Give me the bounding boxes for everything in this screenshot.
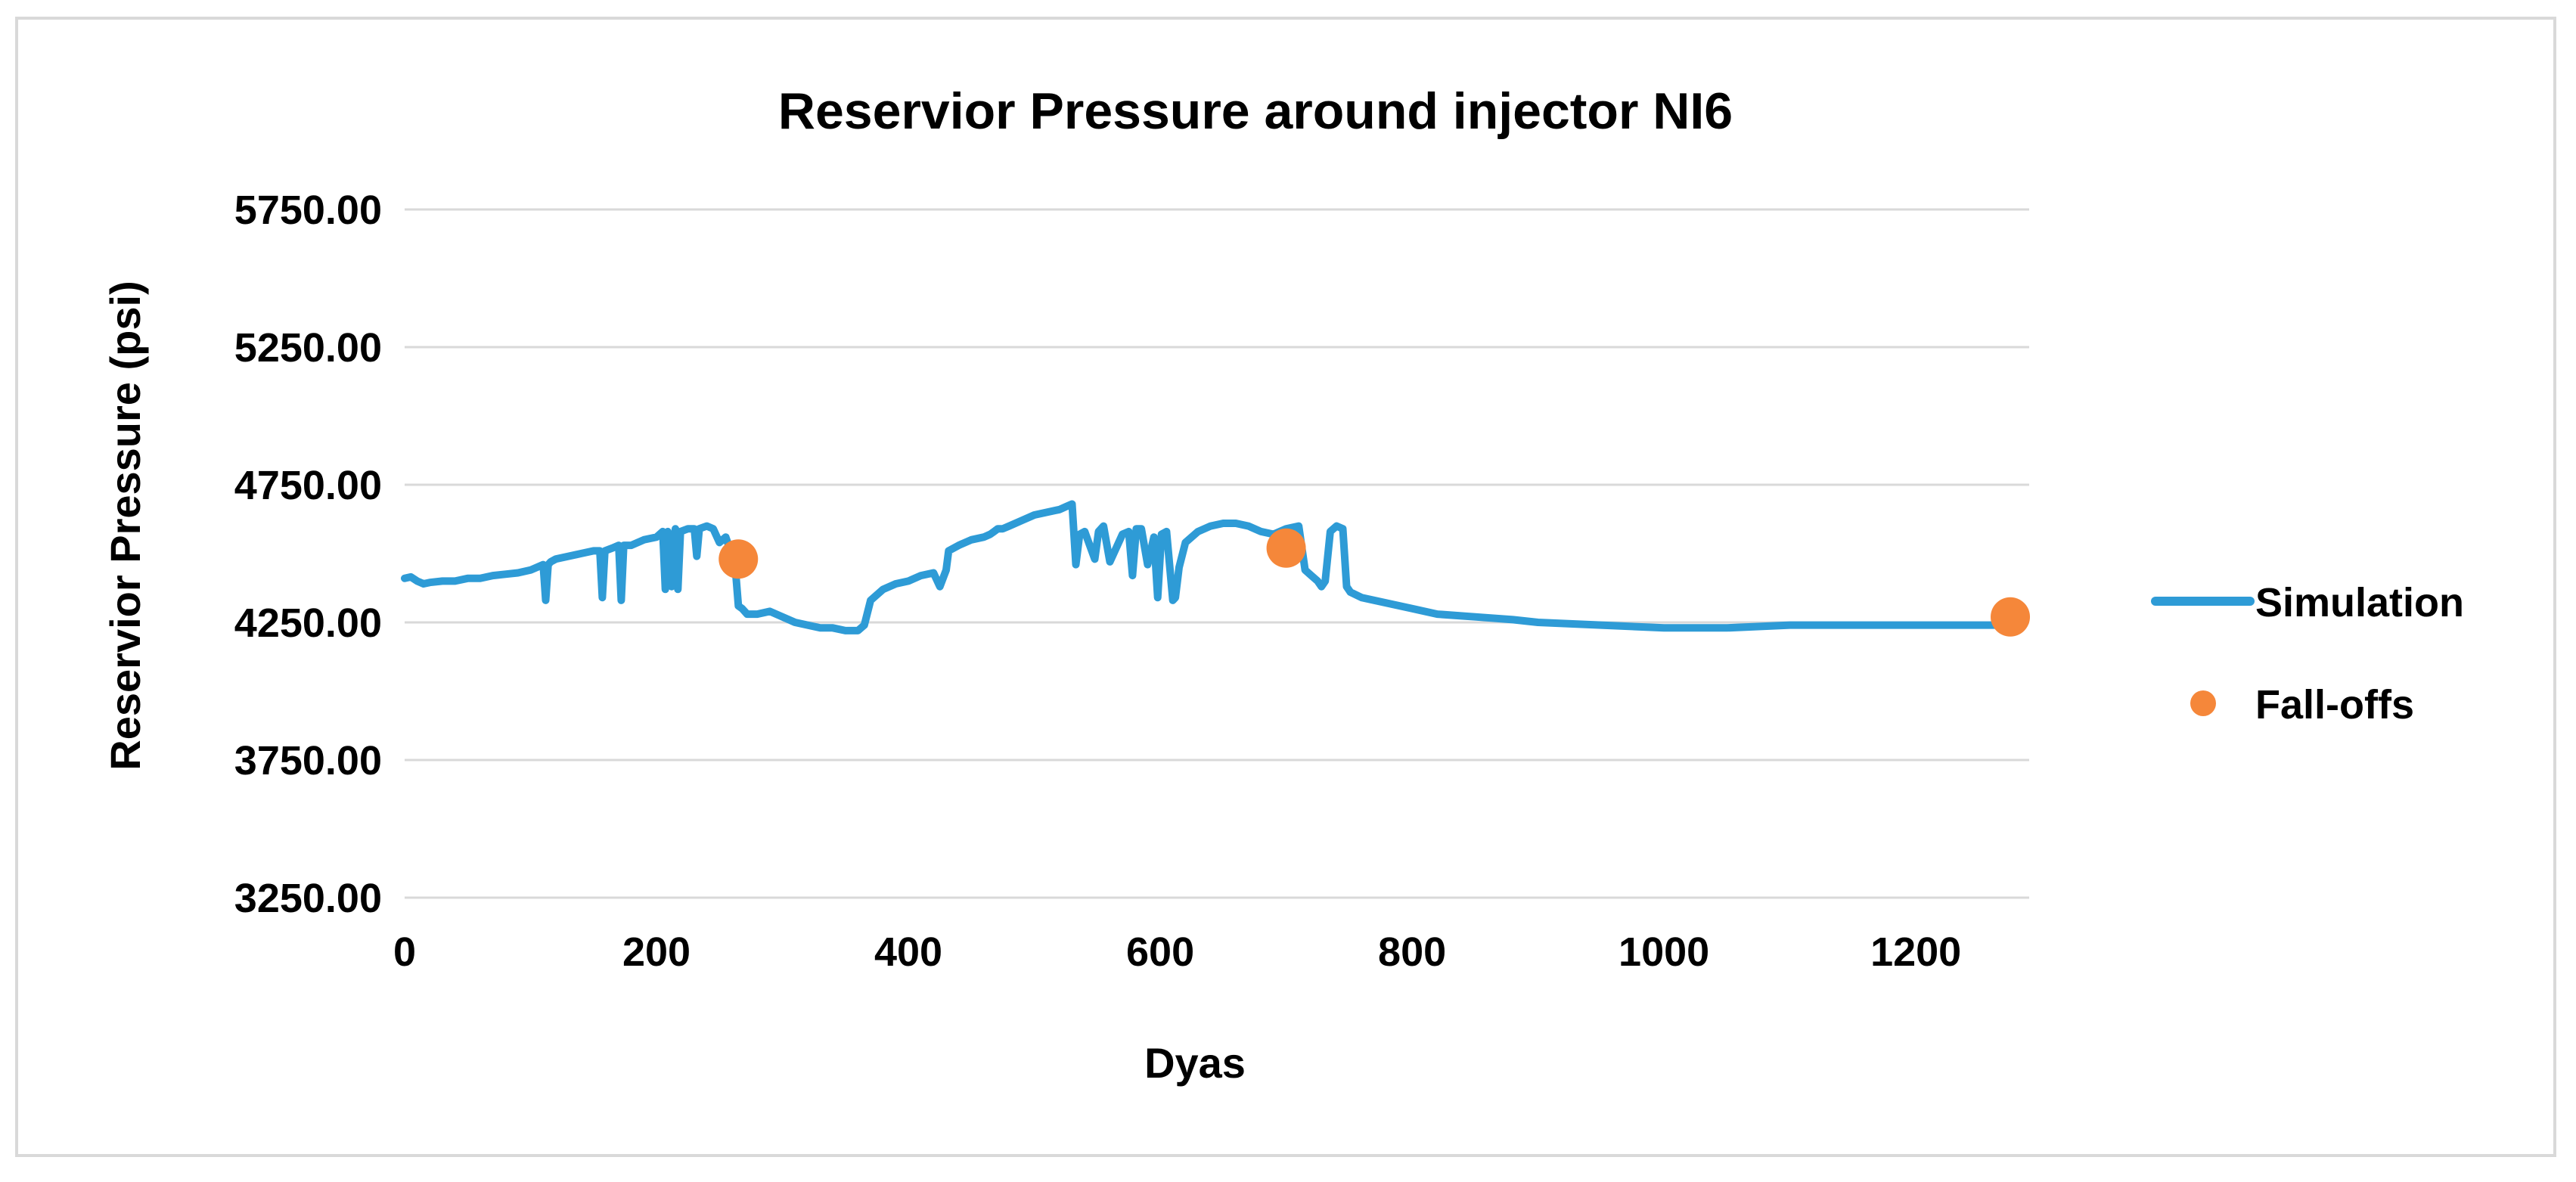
legend-simulation-label: Simulation [2255, 580, 2464, 625]
x-tick-label: 200 [622, 929, 691, 975]
x-axis-ticks: 0 200 400 600 800 1000 1200 [393, 929, 1961, 975]
falloffs-series [718, 528, 2031, 637]
falloff-point [1266, 528, 1306, 568]
y-tick-label: 4750.00 [234, 463, 382, 508]
x-tick-label: 600 [1126, 929, 1194, 975]
simulation-line [401, 500, 2008, 634]
y-axis-ticks: 3250.00 3750.00 4250.00 4750.00 5250.00 5750.… [234, 188, 382, 921]
y-tick-label: 4250.00 [234, 600, 382, 646]
x-tick-label: 1000 [1619, 929, 1709, 975]
y-axis-label: Reservior Pressure (psi) [101, 281, 149, 770]
y-tick-label: 5250.00 [234, 325, 382, 371]
x-tick-label: 400 [874, 929, 942, 975]
y-tick-label: 5750.00 [234, 188, 382, 233]
legend-falloffs-label: Fall-offs [2255, 682, 2414, 728]
x-tick-label: 1200 [1870, 929, 1961, 975]
x-tick-label: 0 [393, 929, 416, 975]
x-tick-label: 800 [1378, 929, 1446, 975]
chart-frame [15, 17, 2556, 1157]
grid-lines [405, 208, 2029, 762]
falloff-point [718, 539, 759, 579]
falloff-point [1991, 597, 2031, 637]
chart-title: Reservior Pressure around injector NI6 [778, 82, 1733, 140]
legend-falloffs-swatch [2190, 690, 2216, 716]
simulation-series [401, 500, 2008, 634]
y-tick-label: 3250.00 [234, 876, 382, 921]
x-axis-label: Dyas [1144, 1039, 1246, 1087]
y-tick-label: 3750.00 [234, 738, 382, 783]
legend: Simulation Fall-offs [2151, 580, 2464, 728]
